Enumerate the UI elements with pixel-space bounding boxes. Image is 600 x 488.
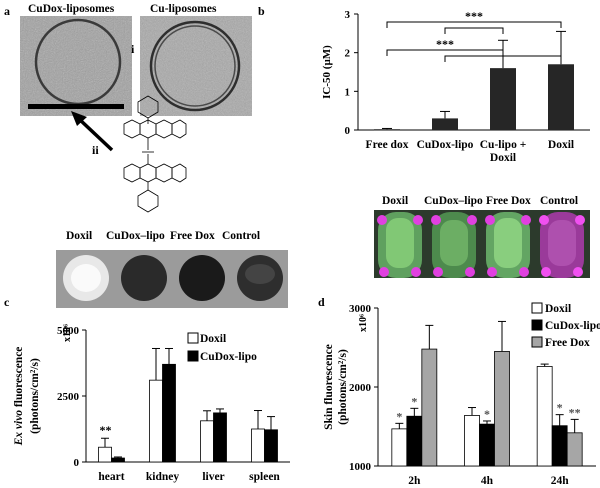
- d-significance-label: *: [411, 394, 417, 408]
- panel-d-doxil-label: Doxil: [382, 195, 409, 207]
- panel-a-control-label: Control: [222, 230, 261, 242]
- b-bracket-inner-label: ***: [436, 37, 454, 51]
- d-y-axis-units: (photons/cm²/s): [337, 349, 349, 425]
- panel-b-letter: b: [258, 4, 265, 18]
- b-y-axis-label: IC-50 (µM): [321, 45, 333, 99]
- b-x-tick-label: Doxil: [548, 139, 574, 151]
- d-y-tick-label: 1000: [349, 461, 372, 473]
- b-bracket-outer: [386, 21, 562, 28]
- d-legend-swatch: [531, 336, 543, 348]
- c-significance-label: **: [100, 423, 112, 437]
- panel-a-letter: a: [4, 4, 10, 18]
- b-x-tick-label: CuDox-lipo: [417, 139, 474, 151]
- c-multiplier: x10⁶: [62, 324, 73, 342]
- d-legend-swatch: [531, 302, 543, 314]
- c-bar-doxil: [98, 446, 112, 463]
- panel-d-control-label: Control: [540, 195, 579, 207]
- b-bar: [490, 68, 516, 130]
- d-bar-cudox: [551, 425, 568, 467]
- b-bar: [432, 118, 458, 130]
- d-significance-label: *: [484, 407, 490, 421]
- d-bar-doxil: [536, 366, 553, 467]
- c-legend-swatch: [187, 332, 199, 344]
- b-x-tick-label: Free dox: [366, 139, 409, 151]
- c-bar-cudox: [213, 412, 227, 463]
- b-y-tick-label: 2: [345, 48, 351, 60]
- c-x-tick-label: heart: [98, 471, 124, 483]
- c-y-tick-label: 2500: [57, 391, 80, 403]
- panel-a-free-dox-label: Free Dox: [170, 230, 215, 242]
- d-legend-label: CuDox-lipo: [545, 320, 600, 332]
- d-multiplier: x10⁶: [358, 314, 369, 332]
- panel-a-cudox-lipo-label: CuDox–lipo: [106, 230, 165, 242]
- b-bracket-inner: [386, 49, 504, 56]
- cu-liposomes-label: Cu-liposomes: [150, 3, 217, 15]
- roman-i-label: i: [131, 42, 135, 56]
- c-bar-cudox: [111, 457, 125, 463]
- cudox-liposomes-label: CuDox-liposomes: [28, 3, 115, 15]
- b-y-tick-label: 0: [345, 125, 351, 137]
- d-significance-label: *: [396, 409, 402, 423]
- b-x-tick-label: Cu-lipo +: [480, 139, 527, 151]
- c-legend-label: Doxil: [200, 333, 226, 345]
- d-significance-label: *: [557, 401, 563, 415]
- panel-d-cudox-lipo-label: CuDox–lipo: [424, 195, 483, 207]
- c-bar-cudox: [264, 429, 278, 463]
- c-x-tick-label: liver: [202, 471, 224, 483]
- d-bar-doxil: [391, 428, 408, 467]
- ic50-chart: 0 1 2 3 IC-50 (µM) Free dox CuDox-lipo Cu-lipo …: [321, 9, 590, 164]
- b-y-tick-label: 3: [345, 9, 351, 21]
- d-bar-freedox: [566, 432, 583, 467]
- d-legend-label: Doxil: [545, 303, 571, 315]
- panel-c-letter: c: [4, 295, 10, 309]
- panel-a-doxil-label: Doxil: [66, 230, 93, 242]
- d-x-tick-label: 2h: [408, 475, 421, 487]
- arrow-icon: [71, 111, 114, 152]
- b-x-tick-label: Doxil: [490, 152, 516, 164]
- c-bar-cudox: [162, 363, 176, 463]
- d-legend-swatch: [531, 319, 543, 331]
- panel-d-letter: d: [318, 295, 325, 309]
- c-y-tick-label: 0: [74, 457, 80, 469]
- d-x-tick-label: 4h: [481, 475, 494, 487]
- c-legend-label: CuDox-lipo: [200, 351, 257, 363]
- c-legend-swatch: [187, 350, 199, 362]
- mouse-fluorescence-photo: [374, 210, 590, 278]
- c-y-tick-label: 5000: [57, 325, 80, 337]
- d-bar-freedox: [494, 351, 510, 467]
- b-bar: [548, 64, 574, 130]
- c-bar-doxil: [251, 428, 265, 463]
- d-y-tick-label: 2000: [349, 382, 372, 394]
- c-y-axis-units: (photons/cm²/s): [29, 358, 41, 434]
- d-y-axis-label: Skin fluorescence: [323, 344, 335, 430]
- c-bar-doxil: [149, 379, 163, 463]
- panel-d-free-dox-label: Free Dox: [486, 195, 531, 207]
- b-bar: [374, 129, 400, 131]
- d-x-tick-label: 24h: [551, 475, 570, 487]
- heart-photo-strip: [56, 250, 288, 308]
- d-legend-label: Free Dox: [545, 337, 590, 349]
- d-bar-cudox: [479, 423, 495, 467]
- c-bar-doxil: [200, 420, 214, 463]
- d-y-tick-label: 3000: [349, 303, 372, 315]
- d-bar-cudox: [406, 415, 423, 467]
- cudox-liposome-micrograph: [20, 16, 132, 116]
- d-significance-label: **: [569, 405, 581, 419]
- c-y-axis-label: Ex vivo fluorescence: [13, 347, 25, 447]
- b-bracket-outer-label: ***: [465, 9, 483, 23]
- c-x-tick-label: spleen: [249, 471, 280, 483]
- b-bracket-inner2: [444, 55, 562, 62]
- b-y-tick-label: 1: [345, 86, 351, 98]
- c-x-tick-label: kidney: [146, 471, 179, 483]
- roman-ii-label: ii: [92, 143, 99, 157]
- d-bar-freedox: [421, 348, 438, 467]
- cu-liposome-micrograph: [140, 16, 252, 116]
- b-bracket-outer2: [444, 27, 504, 34]
- cudox-complex-structure: [123, 95, 187, 213]
- d-bar-doxil: [464, 415, 480, 467]
